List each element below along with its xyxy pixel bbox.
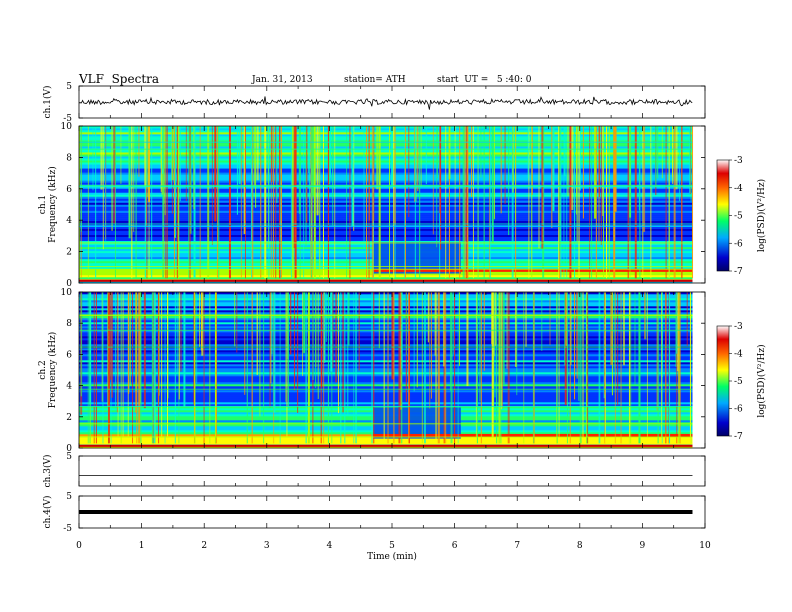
colorbar-tick-label: -7: [734, 432, 743, 442]
y-tick-label: 8: [66, 153, 72, 163]
ch4-trace: [79, 510, 693, 514]
ch2-spectrogram-colorbar-label: log(PSD)(V²/Hz): [756, 344, 767, 417]
x-tick-label: 0: [76, 541, 82, 551]
ch3-waveform-ylabel: ch.3(V): [42, 455, 53, 488]
colorbar-tick-label: -5: [734, 212, 743, 222]
ch1-waveform-ylabel: ch.1(V): [42, 86, 53, 119]
ch2-spectrogram-ylabel: Frequency (kHz): [47, 332, 58, 409]
date-label: Jan. 31, 2013: [252, 75, 313, 85]
x-tick-label: 4: [327, 541, 333, 551]
x-tick-label: 5: [389, 541, 395, 551]
y-tick-label: 4: [66, 382, 72, 392]
y-tick-label: 2: [66, 413, 72, 423]
ch1-spectrogram-colorbar-label: log(PSD)(V²/Hz): [756, 179, 767, 252]
y-tick-label: -5: [63, 114, 72, 124]
y-tick-label: 5: [66, 492, 72, 502]
x-tick-label: 2: [201, 541, 207, 551]
y-tick-label: 6: [66, 185, 72, 195]
y-tick-label: 5: [66, 82, 72, 92]
ch1-spectrogram-ylabel: ch.1: [38, 195, 48, 214]
colorbar-tick-label: -5: [734, 377, 743, 387]
y-tick-label: 10: [61, 288, 73, 298]
y-tick-label: 10: [61, 122, 73, 132]
ch1-trace: [78, 96, 693, 110]
colorbar-tick-label: -6: [734, 239, 743, 249]
ch1-spectrogram-colorbar: [716, 159, 730, 272]
x-tick-label: 9: [640, 541, 646, 551]
x-tick-label: 1: [139, 541, 145, 551]
y-tick-label: 6: [66, 350, 72, 360]
colorbar-tick-label: -3: [734, 322, 743, 332]
colorbar-tick-label: -4: [734, 184, 743, 194]
y-tick-label: 8: [66, 319, 72, 329]
ch2-spectrogram-ylabel: ch.2: [38, 360, 48, 379]
ch1-spectrogram-image: [79, 126, 694, 284]
ch2-spectrogram-image: [79, 292, 693, 449]
y-tick-label: 5: [66, 452, 72, 462]
y-tick-label: 0: [66, 279, 72, 289]
ch1-spectrogram-ylabel: Frequency (kHz): [47, 166, 58, 243]
station-label: station= ATH: [344, 75, 406, 85]
y-tick-label: -5: [63, 524, 72, 534]
x-tick-label: 7: [514, 541, 520, 551]
y-tick-label: 4: [66, 216, 72, 226]
x-tick-label: 10: [699, 541, 711, 551]
x-tick-label: 8: [577, 541, 583, 551]
colorbar-tick-label: -7: [734, 267, 743, 277]
colorbar-tick-label: -3: [734, 156, 743, 166]
y-tick-label: 0: [66, 444, 72, 454]
y-tick-label: 2: [66, 248, 72, 258]
plot-title: VLF Spectra: [79, 72, 160, 86]
x-tick-label: 6: [452, 541, 458, 551]
x-axis-label: Time (min): [367, 551, 417, 562]
colorbar-tick-label: -4: [734, 350, 743, 360]
ch4-waveform-ylabel: ch.4(V): [42, 496, 53, 529]
colorbar-tick-label: -6: [734, 405, 743, 415]
start-time-label: start UT = 5 :40: 0: [437, 75, 532, 85]
x-tick-label: 3: [264, 541, 270, 551]
ch2-spectrogram-colorbar: [716, 325, 730, 437]
